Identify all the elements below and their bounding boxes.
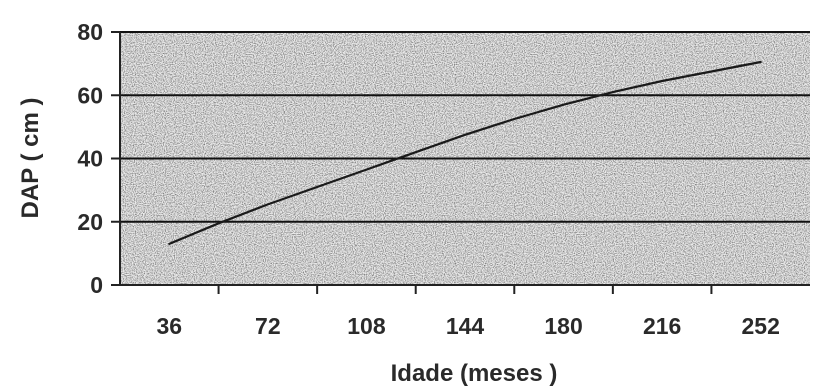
y-tick-labels: 0 20 40 60 80 (77, 19, 103, 298)
y-axis-title: DAP ( cm ) (17, 98, 44, 219)
x-tick-label: 180 (544, 313, 582, 339)
x-tick-label: 216 (643, 313, 681, 339)
axes (119, 32, 810, 294)
y-tick-label: 40 (77, 146, 103, 172)
x-tick-labels: 36 72 108 144 180 216 252 (156, 313, 779, 339)
series-line-0 (168, 60, 762, 245)
y-tick-label: 0 (90, 272, 103, 298)
y-tick-label: 20 (77, 209, 103, 235)
y-tick-label: 60 (77, 82, 103, 108)
x-axis-title: Idade (meses ) (391, 360, 558, 387)
gridlines (111, 31, 810, 286)
x-tick-label: 36 (156, 313, 182, 339)
x-tick-label: 252 (742, 313, 780, 339)
series-layer (168, 60, 762, 245)
x-tick-label: 72 (255, 313, 281, 339)
x-tick-label: 108 (347, 313, 386, 339)
y-tick-label: 80 (77, 19, 103, 45)
x-tick-label: 144 (446, 313, 485, 339)
